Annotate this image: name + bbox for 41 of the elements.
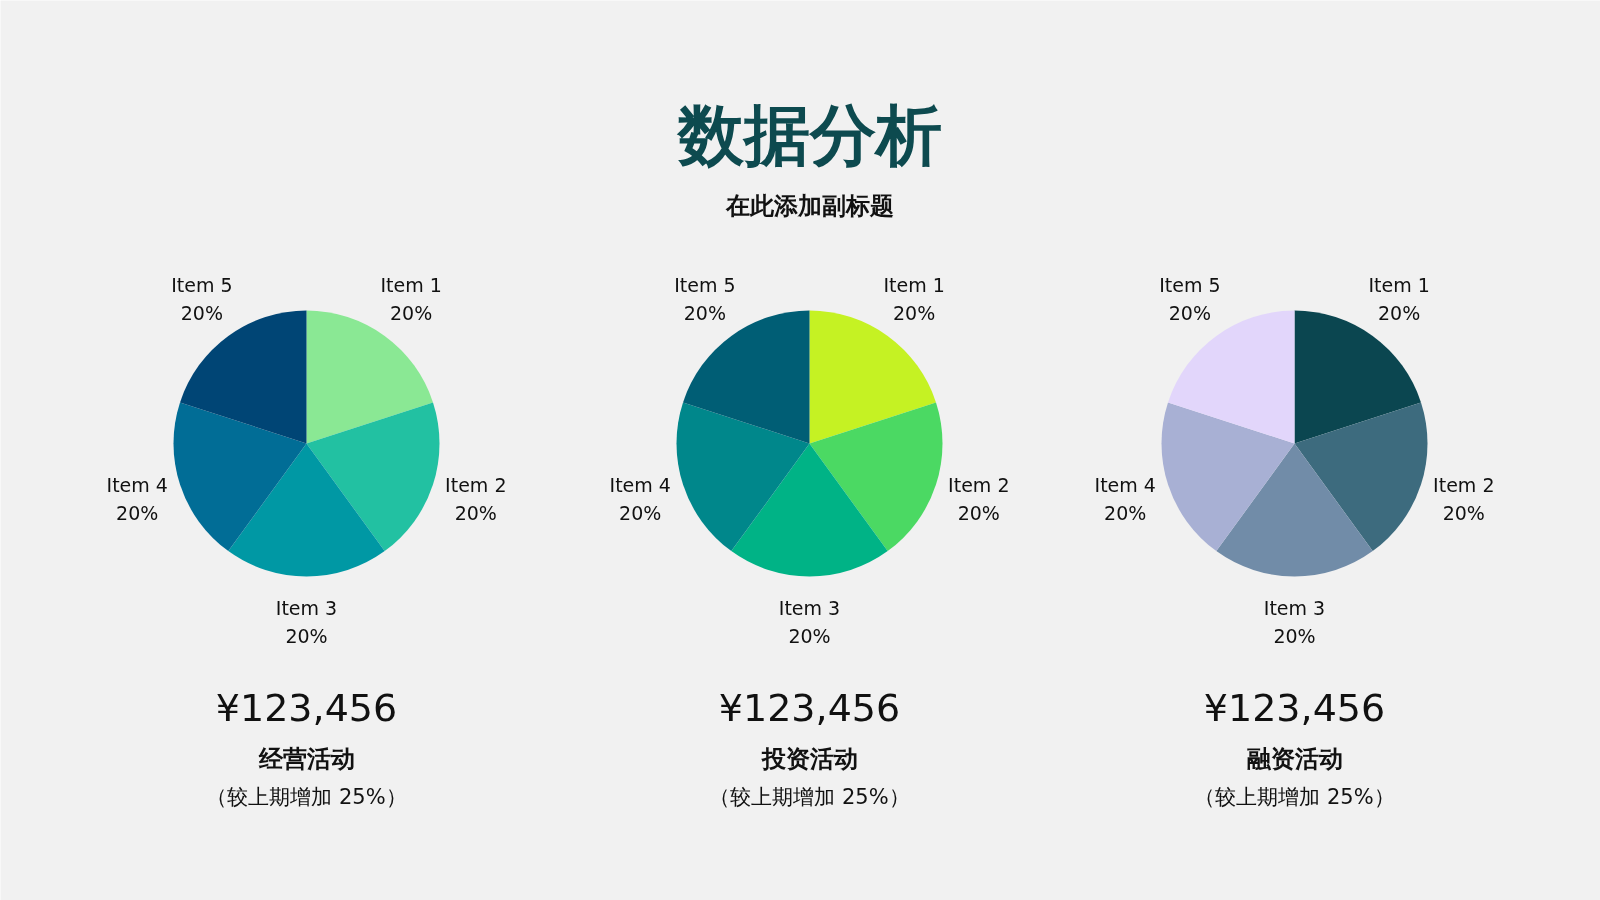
data-label: 20%	[683, 302, 726, 325]
data-label: 20%	[180, 302, 223, 325]
slice-label: Item 3	[275, 596, 338, 619]
chart-subtitle: 在此添加副标题	[724, 191, 894, 220]
text: ¥123,456	[1203, 685, 1386, 730]
slice-label: Item 4	[1094, 473, 1156, 496]
data-label: 20%	[1168, 302, 1211, 325]
text: （较上期增加 25%）	[206, 784, 407, 809]
data-label: 20%	[619, 501, 662, 524]
slice-label: Item 1	[883, 274, 945, 297]
data-label: 20%	[893, 302, 936, 325]
slice-label: Item 1	[1368, 274, 1430, 297]
slice-label: Item 3	[1263, 596, 1326, 619]
data-label: 20%	[390, 302, 433, 325]
slice-label: Item 1	[380, 274, 442, 297]
slice-label: Item 5	[674, 274, 736, 297]
slice-label: Item 2	[948, 473, 1010, 496]
text: ¥123,456	[718, 685, 901, 730]
text: （较上期增加 25%）	[709, 784, 910, 809]
slice-label: Item 2	[445, 473, 507, 496]
text: 投资活动	[760, 744, 858, 773]
text: （较上期增加 25%）	[1194, 784, 1395, 809]
text: 融资活动	[1246, 744, 1343, 773]
data-label: 20%	[1378, 302, 1421, 325]
slice-label: Item 4	[106, 473, 168, 496]
data-label: 20%	[1442, 501, 1485, 524]
data-label: 20%	[116, 501, 159, 524]
slice-label: Item 4	[609, 473, 671, 496]
data-label: 20%	[454, 501, 497, 524]
slice-label: Item 2	[1433, 473, 1495, 496]
data-label: 20%	[788, 624, 831, 647]
data-label: 20%	[1273, 624, 1316, 647]
data-label: 20%	[285, 624, 328, 647]
slice-label: Item 3	[778, 596, 841, 619]
slice-label: Item 5	[171, 274, 233, 297]
data-label: 20%	[1104, 501, 1147, 524]
text: ¥123,456	[215, 685, 398, 730]
slice-label: Item 5	[1159, 274, 1221, 297]
data-label: 20%	[957, 501, 1000, 524]
chart-title: 数据分析	[675, 97, 942, 174]
text: 经营活动	[257, 744, 355, 773]
